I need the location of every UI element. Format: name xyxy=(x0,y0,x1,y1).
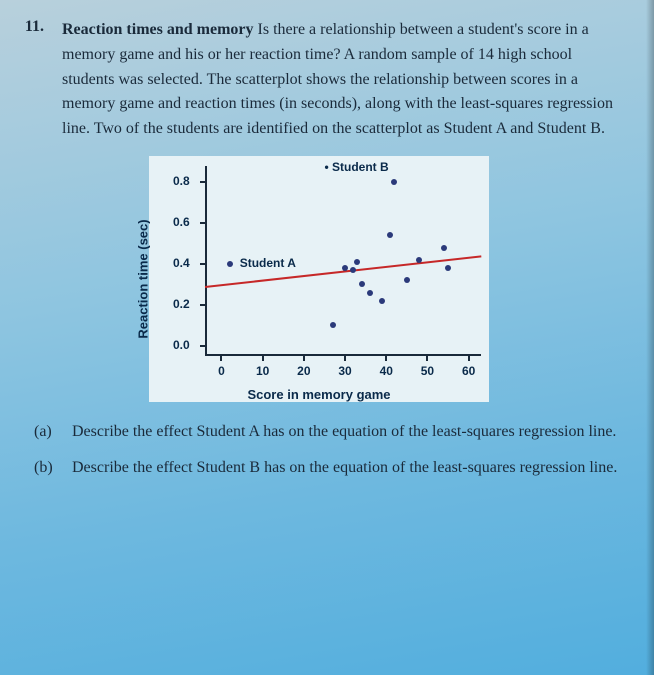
y-tick-label: 0.2 xyxy=(173,297,195,311)
y-tick xyxy=(200,222,207,224)
subquestion-a: (a) Describe the effect Student A has on… xyxy=(34,420,624,444)
y-axis xyxy=(205,166,207,356)
x-tick-label: 10 xyxy=(256,364,269,378)
x-axis-label: Score in memory game xyxy=(149,387,489,402)
x-tick xyxy=(220,354,222,361)
x-tick-label: 50 xyxy=(421,364,434,378)
subquestion-b: (b) Describe the effect Student B has on… xyxy=(34,456,624,480)
sub-b-text: Describe the effect Student B has on the… xyxy=(72,456,624,480)
y-axis-label: Reaction time (sec) xyxy=(136,219,151,338)
y-tick-label: 0.8 xyxy=(173,174,195,188)
sub-b-label: (b) xyxy=(34,456,58,480)
data-point xyxy=(379,298,385,304)
x-tick xyxy=(468,354,470,361)
y-tick xyxy=(200,345,207,347)
question-row: 11. Reaction times and memory Is there a… xyxy=(14,18,624,142)
data-point xyxy=(441,245,447,251)
y-tick-label: 0.4 xyxy=(173,256,195,270)
y-tick xyxy=(200,304,207,306)
y-tick xyxy=(200,263,207,265)
data-point xyxy=(354,259,360,265)
chart-container: Reaction time (sec) Score in memory game… xyxy=(14,156,624,402)
x-tick-label: 0 xyxy=(218,364,225,378)
x-tick-label: 60 xyxy=(462,364,475,378)
y-tick-label: 0.0 xyxy=(173,338,195,352)
data-point xyxy=(367,290,373,296)
x-tick xyxy=(426,354,428,361)
question-body: Reaction times and memory Is there a rel… xyxy=(62,18,624,142)
sub-a-text: Describe the effect Student A has on the… xyxy=(72,420,624,444)
scatterplot: Reaction time (sec) Score in memory game… xyxy=(149,156,489,402)
x-tick-label: 30 xyxy=(338,364,351,378)
y-tick-label: 0.6 xyxy=(173,215,195,229)
sub-a-label: (a) xyxy=(34,420,58,444)
point-label: Student A xyxy=(240,256,296,270)
data-point xyxy=(391,179,397,185)
title-rest: Is there a relationship between a studen… xyxy=(62,21,613,137)
data-point xyxy=(227,261,233,267)
data-point xyxy=(350,267,356,273)
data-point xyxy=(416,257,422,263)
question-number: 11. xyxy=(14,18,44,36)
title-bold: Reaction times and memory xyxy=(62,21,254,38)
x-tick-label: 40 xyxy=(380,364,393,378)
x-tick xyxy=(303,354,305,361)
page-edge-shadow xyxy=(646,0,654,675)
x-tick-label: 20 xyxy=(297,364,310,378)
y-tick xyxy=(200,181,207,183)
x-tick xyxy=(385,354,387,361)
data-point xyxy=(330,322,336,328)
data-point xyxy=(387,232,393,238)
x-tick xyxy=(262,354,264,361)
x-axis xyxy=(205,354,481,356)
data-point xyxy=(359,281,365,287)
data-point xyxy=(445,265,451,271)
point-label: • Student B xyxy=(324,160,388,174)
data-point xyxy=(342,265,348,271)
data-point xyxy=(404,277,410,283)
x-tick xyxy=(344,354,346,361)
page: 11. Reaction times and memory Is there a… xyxy=(0,0,654,510)
plot-area: 01020304050600.00.20.40.60.8Student A• S… xyxy=(205,166,481,356)
